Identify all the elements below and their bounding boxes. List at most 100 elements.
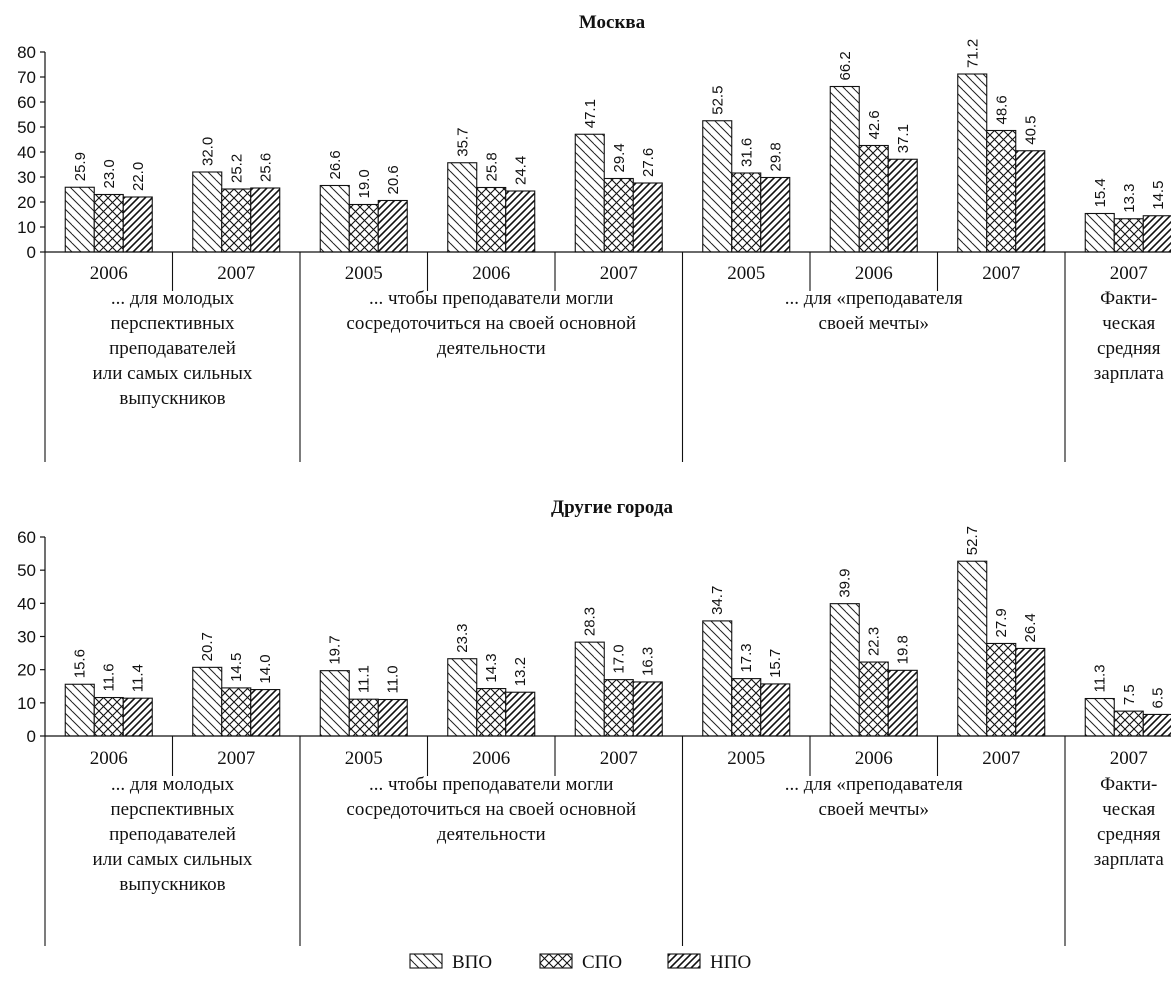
data-label: 25.9 <box>72 152 89 181</box>
category-label: 2006 <box>90 263 128 284</box>
bar <box>603 177 634 253</box>
data-label: 27.9 <box>993 608 1010 637</box>
legend-swatch <box>409 953 443 969</box>
data-label: 35.7 <box>454 128 471 157</box>
bar <box>760 176 791 253</box>
group-label-line: ... для молодых <box>111 774 235 795</box>
data-label: 25.8 <box>483 152 500 181</box>
data-label: 31.6 <box>738 138 755 167</box>
group-label-line: сосредоточиться на своей основной <box>346 799 636 820</box>
data-label: 11.3 <box>1092 664 1109 692</box>
data-label: 39.9 <box>837 568 854 597</box>
data-label: 17.3 <box>738 643 755 672</box>
data-label: 6.5 <box>1150 688 1167 709</box>
y-tick-label: 0 <box>27 727 36 746</box>
chart-panel-1: Москва 0 10 20 30 40 50 60 70 80 25.9 32.0 26.6 35.7 4… <box>17 12 1171 462</box>
data-label: 66.2 <box>837 51 854 80</box>
bar <box>731 172 762 253</box>
group-label-line: деятельности <box>437 338 546 359</box>
legend: ВПО СПО НПО <box>409 952 751 973</box>
data-label: 52.5 <box>709 86 726 115</box>
group-label-line: ... для «преподавателя <box>785 774 963 795</box>
data-label: 14.0 <box>257 654 274 683</box>
bar <box>319 184 350 253</box>
group-label-line: ... чтобы преподаватели могли <box>369 774 613 795</box>
bar <box>858 144 889 253</box>
category-label: 2005 <box>345 263 383 284</box>
bar <box>93 193 124 253</box>
bar <box>1142 215 1171 253</box>
category-label: 2007 <box>217 263 255 284</box>
y-tick-label: 30 <box>17 628 36 647</box>
data-label: 23.3 <box>454 624 471 653</box>
group-label-line: выпускников <box>119 874 225 895</box>
bar <box>505 691 536 737</box>
data-label: 32.0 <box>199 137 216 166</box>
bar <box>702 620 733 737</box>
category-label: 2007 <box>982 263 1020 284</box>
bar <box>574 641 605 737</box>
data-label: 11.4 <box>130 664 147 692</box>
legend-swatch <box>539 953 573 969</box>
category-label: 2007 <box>982 748 1020 769</box>
legend-label: СПО <box>582 952 622 973</box>
legend-label: НПО <box>710 952 751 973</box>
y-tick-label: 60 <box>17 528 36 547</box>
category-label: 2007 <box>217 748 255 769</box>
bar <box>221 188 252 253</box>
data-label: 14.3 <box>483 653 500 682</box>
group-label-line: преподавателей <box>109 824 236 845</box>
data-label: 13.3 <box>1121 184 1138 213</box>
group-label-line: зарплата <box>1094 849 1165 870</box>
category-label: 2007 <box>600 748 638 769</box>
data-label: 34.7 <box>709 586 726 615</box>
bar <box>93 696 124 737</box>
bar <box>250 187 281 253</box>
data-label: 7.5 <box>1121 684 1138 705</box>
bar <box>829 85 860 253</box>
data-label: 26.6 <box>327 150 344 179</box>
group-label-line: ческая <box>1102 313 1155 334</box>
bar <box>986 642 1017 737</box>
chart-panel-2: Другие города 0 10 20 30 40 50 60 15.6 20.7 19.7 23… <box>17 497 1171 946</box>
bar <box>858 661 889 737</box>
group-label-line: своей мечты» <box>819 799 929 820</box>
y-tick-label: 10 <box>17 694 36 713</box>
y-tick-label: 30 <box>17 168 36 187</box>
group-label-line: сосредоточиться на своей основной <box>346 313 636 334</box>
y-tick-label: 60 <box>17 93 36 112</box>
chart-title: Москва <box>579 12 646 33</box>
category-label: 2005 <box>727 748 765 769</box>
bar <box>377 199 408 253</box>
y-tick-label: 10 <box>17 218 36 237</box>
data-label: 42.6 <box>866 110 883 139</box>
bar <box>574 133 605 253</box>
bar <box>1015 150 1046 253</box>
bar <box>1142 713 1171 737</box>
data-label: 29.8 <box>767 142 784 171</box>
bar <box>1113 218 1144 253</box>
data-label: 24.4 <box>512 156 529 185</box>
bar <box>986 129 1017 253</box>
category-label: 2007 <box>600 263 638 284</box>
data-label: 37.1 <box>895 124 912 153</box>
data-label: 52.7 <box>964 526 981 555</box>
group-label-line: преподавателей <box>109 338 236 359</box>
data-label: 23.0 <box>101 159 118 188</box>
data-label: 11.1 <box>356 665 373 693</box>
bar <box>702 120 733 253</box>
category-label: 2005 <box>727 263 765 284</box>
group-label-line: перспективных <box>111 313 235 334</box>
group-label-line: или самых сильных <box>93 849 253 870</box>
group-label-line: средняя <box>1097 824 1161 845</box>
data-label: 11.0 <box>385 665 402 693</box>
bar <box>192 171 223 253</box>
group-label-line: своей мечты» <box>819 313 929 334</box>
bar <box>1113 710 1144 737</box>
group-label-line: ческая <box>1102 799 1155 820</box>
bar <box>1084 697 1115 737</box>
legend-label: ВПО <box>452 952 492 973</box>
y-tick-label: 50 <box>17 561 36 580</box>
data-label: 19.8 <box>895 635 912 664</box>
chart-title: Другие города <box>551 497 673 518</box>
